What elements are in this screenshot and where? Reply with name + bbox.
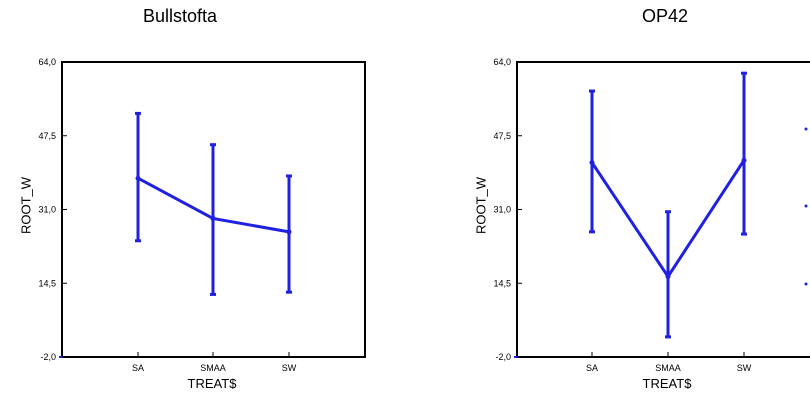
x-tick-label: SW [737, 363, 752, 373]
data-point [210, 215, 216, 221]
chart-panel-bullstofta: -2,0 14,5 31,0 47,5 64,0 SA SMAA SW Bullstofta … [18, 6, 366, 391]
legend-marker [804, 204, 808, 208]
y-tick-label: 64,0 [38, 57, 56, 67]
plot-frame [516, 61, 810, 358]
y-tick-label: -2,0 [495, 352, 511, 362]
x-tick-label: SMAA [655, 363, 681, 373]
data-point [286, 229, 292, 235]
y-tick-label: 47,5 [38, 131, 56, 141]
y-tick-label: -2,0 [40, 352, 56, 362]
chart-title: OP42 [641, 6, 689, 26]
y-tick-label: 31,0 [493, 205, 511, 215]
y-tick-label: 14,5 [38, 278, 56, 288]
y-tick-label: 64,0 [493, 57, 511, 67]
chart-title: Bullstofta [142, 6, 218, 26]
y-tick-label: 31,0 [38, 205, 56, 215]
chart-svg-op42: -2,0 14,5 31,0 47,5 64,0 SA SMAA SW [493, 57, 810, 373]
legend-marker [804, 282, 808, 286]
chart-panel-op42: -2,0 14,5 31,0 47,5 64,0 SA SMAA SW OP42 TREAT$… [405, 0, 810, 399]
y-axis-label: ROOT_W [18, 176, 34, 235]
data-point [135, 175, 141, 181]
x-axis-label: TREAT$ [187, 376, 237, 391]
x-tick-label: SW [282, 363, 297, 373]
y-tick-label: 47,5 [493, 131, 511, 141]
chart-svg-bullstofta: -2,0 14,5 31,0 47,5 64,0 SA SMAA SW [38, 57, 366, 373]
x-axis-label: TREAT$ [642, 376, 692, 391]
x-tick-label: SMAA [200, 363, 226, 373]
data-point [741, 157, 747, 163]
y-tick-label: 14,5 [493, 278, 511, 288]
data-point [589, 160, 595, 166]
x-tick-label: SA [132, 363, 144, 373]
data-point [665, 274, 671, 280]
y-axis-label: ROOT_W [473, 176, 489, 235]
legend-marker [804, 127, 808, 131]
x-tick-label: SA [586, 363, 598, 373]
